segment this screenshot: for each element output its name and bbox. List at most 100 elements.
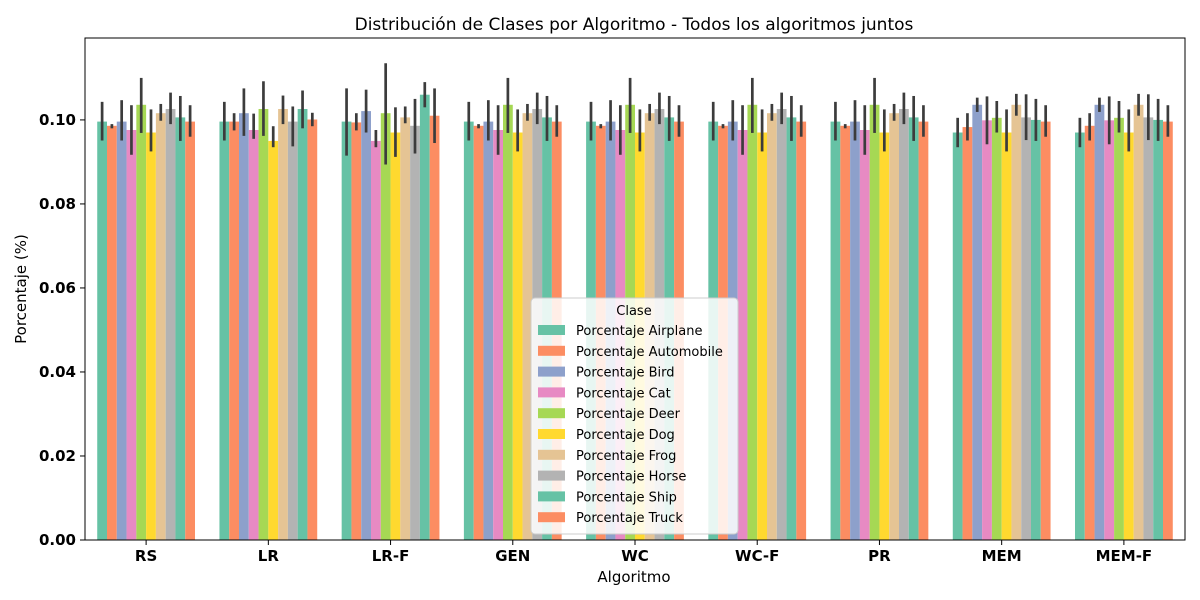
bar: [371, 140, 381, 540]
bar: [991, 117, 1002, 540]
bar: [1133, 104, 1144, 540]
legend-label: Porcentaje Horse: [576, 470, 686, 485]
x-tick-label: RS: [135, 547, 157, 565]
x-tick-label: LR: [258, 547, 280, 565]
legend-box: [530, 297, 739, 535]
bar: [307, 119, 318, 541]
bar: [1153, 119, 1163, 540]
bar: [297, 108, 308, 540]
bar: [1104, 120, 1115, 541]
bar: [918, 121, 929, 540]
legend-label: Porcentaje Ship: [576, 490, 677, 505]
bar: [859, 129, 870, 540]
bar: [1001, 132, 1012, 540]
bar: [889, 113, 899, 540]
y-tick-label: 0.00: [39, 531, 76, 549]
bar: [107, 125, 117, 541]
legend-label: Porcentaje Airplane: [576, 324, 703, 339]
x-tick-label: WC: [621, 547, 649, 565]
bar: [268, 140, 279, 540]
bar: [165, 108, 176, 540]
bar: [116, 121, 127, 540]
bar: [400, 117, 411, 540]
bar: [503, 104, 513, 540]
bar: [463, 121, 474, 540]
bar: [522, 113, 533, 540]
bar: [493, 129, 503, 540]
bar: [390, 132, 401, 540]
bar: [786, 117, 797, 540]
bar: [982, 120, 992, 541]
bar: [840, 125, 851, 541]
bar: [879, 132, 890, 540]
y-tick-label: 0.08: [39, 195, 76, 213]
x-axis: RS LR LR-F GEN WC WC-F PR MEM MEM-F: [135, 540, 1152, 565]
y-tick-label: 0.02: [39, 447, 76, 465]
legend-label: Porcentaje Frog: [576, 449, 676, 464]
chart-title: Distribución de Clases por Algoritmo - T…: [355, 15, 914, 35]
bar: [962, 127, 973, 540]
bar: [796, 121, 807, 540]
bar: [1040, 121, 1051, 540]
x-tick-label: PR: [868, 547, 891, 565]
bar: [136, 104, 147, 540]
legend: Clase Porcentaje Airplane Porcentaje Auto…: [530, 297, 739, 535]
legend-label: Porcentaje Bird: [576, 366, 674, 381]
legend-swatch: [538, 491, 565, 502]
bar: [899, 108, 909, 540]
legend-swatch: [538, 429, 565, 439]
bar: [410, 125, 420, 541]
legend-label: Porcentaje Dog: [576, 428, 675, 443]
bar: [737, 129, 748, 540]
bar: [146, 132, 156, 540]
x-tick-label: LR-F: [372, 547, 410, 565]
bar: [757, 132, 767, 540]
bar: [429, 115, 440, 540]
bar: [361, 111, 371, 541]
y-axis: 0.00 0.02 0.04 0.06 0.08 0.10: [39, 111, 85, 549]
bar: [473, 125, 484, 541]
bar: [1021, 117, 1031, 540]
y-tick-label: 0.06: [39, 279, 76, 297]
legend-label: Porcentaje Automobile: [576, 345, 723, 360]
y-axis-label: Porcentaje (%): [12, 234, 30, 344]
bar: [1163, 121, 1173, 540]
legend-label: Porcentaje Deer: [576, 407, 681, 422]
x-tick-label: WC-F: [735, 547, 779, 565]
bar: [185, 121, 195, 540]
x-tick-label: MEM: [982, 547, 1022, 565]
bar: [219, 121, 230, 540]
bar: [483, 121, 494, 540]
x-axis-label: Algoritmo: [597, 568, 670, 586]
legend-swatch: [538, 366, 565, 377]
legend-swatch: [538, 325, 565, 335]
bar: [126, 129, 137, 540]
bar: [776, 108, 787, 540]
bar: [1031, 119, 1041, 540]
bar: [258, 108, 269, 540]
bar: [1075, 132, 1085, 540]
legend-swatch: [538, 387, 565, 398]
bar: [380, 113, 391, 540]
legend-label: Porcentaje Truck: [576, 511, 683, 526]
legend-swatch: [538, 449, 565, 460]
bar: [1114, 117, 1124, 540]
bar: [869, 104, 880, 540]
bar: [341, 121, 352, 540]
bar: [1143, 117, 1154, 540]
legend-title: Clase: [616, 304, 651, 319]
bar: [1084, 125, 1095, 541]
bar: [1011, 104, 1022, 540]
bar: [229, 121, 239, 540]
bar: [830, 121, 841, 540]
bar: [419, 94, 430, 540]
bar: [972, 104, 983, 540]
x-tick-label: MEM-F: [1096, 547, 1153, 565]
bar: [97, 121, 107, 540]
bar: [1123, 132, 1134, 540]
x-tick-label: GEN: [495, 547, 530, 565]
bar: [512, 132, 523, 540]
bar: [952, 132, 963, 540]
legend-swatch: [538, 470, 565, 481]
bar: [908, 117, 919, 540]
